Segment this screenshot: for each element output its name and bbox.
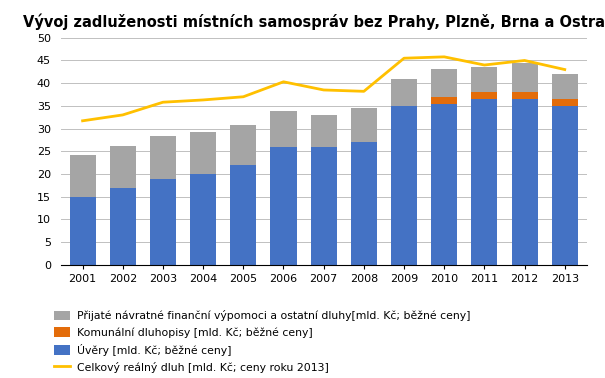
Bar bbox=[190, 174, 216, 265]
Bar bbox=[190, 132, 216, 174]
Bar bbox=[110, 146, 136, 188]
Bar bbox=[552, 74, 578, 99]
Bar bbox=[310, 147, 337, 265]
Bar bbox=[471, 99, 497, 265]
Bar bbox=[552, 99, 578, 106]
Bar bbox=[150, 179, 176, 265]
Bar bbox=[231, 165, 257, 265]
Bar bbox=[270, 111, 296, 147]
Bar bbox=[471, 92, 497, 99]
Legend: Přijaté návratné finanční výpomoci a ostatní dluhy[mld. Kč; běžné ceny], Komunál: Přijaté návratné finanční výpomoci a ost… bbox=[54, 310, 470, 373]
Bar bbox=[351, 142, 377, 265]
Bar bbox=[70, 155, 96, 197]
Bar bbox=[351, 108, 377, 142]
Bar bbox=[231, 125, 257, 165]
Bar bbox=[391, 79, 417, 106]
Bar bbox=[431, 104, 457, 265]
Bar bbox=[110, 188, 136, 265]
Bar bbox=[511, 92, 538, 99]
Bar bbox=[471, 67, 497, 92]
Bar bbox=[431, 69, 457, 97]
Bar bbox=[431, 97, 457, 104]
Bar bbox=[310, 115, 337, 147]
Bar bbox=[552, 106, 578, 265]
Bar bbox=[150, 136, 176, 179]
Title: Vývoj zadluženosti místních samospráv bez Prahy, Plzně, Brna a Ostravy: Vývoj zadluženosti místních samospráv be… bbox=[23, 13, 605, 30]
Bar bbox=[70, 197, 96, 265]
Bar bbox=[270, 147, 296, 265]
Bar bbox=[391, 106, 417, 265]
Bar bbox=[511, 99, 538, 265]
Bar bbox=[511, 63, 538, 92]
